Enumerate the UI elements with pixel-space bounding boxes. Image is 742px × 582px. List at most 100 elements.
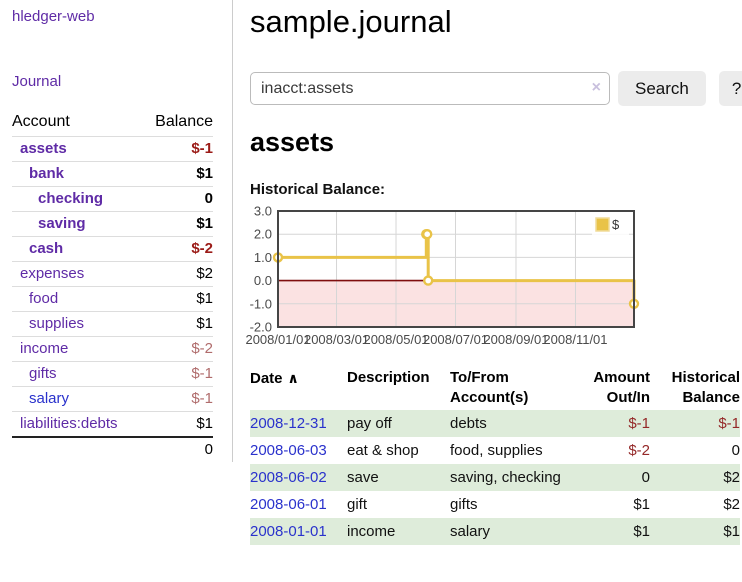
- y-tick-label: -2.0: [250, 320, 272, 335]
- transaction-date-link[interactable]: 2008-06-02: [250, 469, 327, 486]
- register-description-cell: save: [347, 464, 450, 491]
- total-balance: 0: [141, 436, 213, 462]
- account-name-cell: assets: [12, 136, 142, 162]
- register-accounts-cell: salary: [450, 518, 570, 545]
- account-balance: $-2: [141, 336, 213, 362]
- sidebar-item-journal[interactable]: Journal: [12, 73, 62, 90]
- clear-search-icon[interactable]: ×: [591, 79, 601, 96]
- sidebar: hledger-web Journal Account Balance asse…: [0, 0, 233, 462]
- transaction-date-link[interactable]: 2008-06-03: [250, 442, 327, 459]
- x-tick-label: 2008/05/01: [363, 332, 428, 347]
- register-balance: $-1: [650, 410, 740, 437]
- account-balance: $1: [141, 161, 213, 187]
- x-tick-label: 2008/01/01: [245, 332, 310, 347]
- register-accounts-cell: debts: [450, 410, 570, 437]
- account-balance: $-1: [141, 361, 213, 387]
- account-name-cell: saving: [12, 211, 142, 237]
- data-point-marker: [422, 229, 433, 240]
- register-balance: $2: [650, 464, 740, 491]
- legend-label: $: [612, 217, 620, 232]
- account-name-cell: bank: [12, 161, 142, 187]
- chart-svg: $3.0 2.0 1.0 0.0 -1.0 -2.02008/01/012008/03/0…: [245, 204, 640, 347]
- register-date-cell: 2008-06-03: [250, 437, 347, 464]
- account-balance: $-2: [141, 236, 213, 262]
- account-name-cell: salary: [12, 386, 142, 412]
- register-accounts-cell: food, supplies: [450, 442, 543, 459]
- brand-link[interactable]: hledger-web: [12, 8, 95, 25]
- account-tree-row: bank $1: [12, 161, 213, 187]
- historical-balance-chart: $3.0 2.0 1.0 0.0 -1.0 -2.0 2008/01/01 2008/03/0…: [245, 204, 742, 349]
- account-link[interactable]: food: [29, 290, 59, 307]
- register-description-cell: eat & shop: [347, 442, 419, 459]
- account-title: assets: [250, 127, 335, 157]
- account-balance: $-1: [141, 136, 213, 162]
- account-tree-row: gifts $-1: [12, 361, 213, 387]
- account-name-cell: gifts: [12, 361, 142, 387]
- main-content: sample.journal × Search ? assets Histori…: [233, 0, 742, 545]
- y-tick-label: 0.0: [254, 273, 272, 288]
- register-amount: $-1: [570, 410, 650, 437]
- account-link[interactable]: saving: [38, 215, 86, 232]
- y-tick-label: 3.0: [254, 204, 272, 219]
- account-link[interactable]: liabilities:debts: [20, 415, 118, 432]
- y-tick-label: 2.0: [254, 227, 272, 242]
- data-point-marker: [423, 275, 434, 286]
- account-link[interactable]: gifts: [29, 365, 57, 382]
- account-tree-row: salary $-1: [12, 386, 213, 412]
- account-link[interactable]: bank: [29, 165, 65, 182]
- account-name-cell: expenses: [12, 261, 142, 287]
- register-description-cell: income: [347, 518, 450, 545]
- register-amount: $1: [570, 518, 650, 545]
- chart-label: Historical Balance:: [250, 181, 386, 198]
- search-input[interactable]: [250, 72, 610, 105]
- account-balance: $1: [141, 411, 213, 437]
- transaction-date-link[interactable]: 2008-06-01: [250, 496, 327, 513]
- account-tree-row: cash $-2: [12, 236, 213, 262]
- register-balance: $1: [650, 518, 740, 545]
- register-description-cell: pay off: [347, 410, 450, 437]
- total-spacer: [12, 436, 142, 462]
- search-button[interactable]: Search: [618, 71, 706, 106]
- account-link[interactable]: supplies: [29, 315, 85, 332]
- register-description-cell: gift: [347, 496, 368, 513]
- description-column-header: Description: [347, 369, 430, 386]
- account-tree-table: Account Balance assets $-1 bank $1 checking 0…: [12, 110, 213, 462]
- account-link[interactable]: assets: [20, 140, 67, 157]
- account-balance: $2: [141, 261, 213, 287]
- account-tree-row: saving $1: [12, 211, 213, 237]
- transaction-date-link[interactable]: 2008-01-01: [250, 523, 327, 540]
- account-name-cell: liabilities:debts: [12, 411, 142, 437]
- account-tree-row: supplies $1: [12, 311, 213, 337]
- transaction-date-link[interactable]: 2008-12-31: [250, 415, 327, 432]
- account-balance: 0: [141, 186, 213, 212]
- x-tick-label: 2008/03/01: [304, 332, 369, 347]
- account-tree-total-row: 0: [12, 436, 213, 462]
- register-date-cell: 2008-06-01: [250, 491, 347, 518]
- accounts-column-header: To/From Account(s): [450, 369, 529, 406]
- help-button[interactable]: ?: [718, 71, 742, 106]
- register-row: 2008-06-02 save saving, checking 0 $2: [250, 464, 740, 491]
- x-tick-label: 2008/07/01: [423, 332, 488, 347]
- register-header-row: Date ∧ Description To/From Account(s) Amo…: [250, 366, 740, 410]
- register-balance: $2: [723, 496, 740, 513]
- sort-ascending-icon: ∧: [287, 370, 299, 386]
- x-tick-label: 2008/09/01: [483, 332, 548, 347]
- account-link[interactable]: expenses: [20, 265, 85, 282]
- account-link[interactable]: checking: [38, 190, 104, 207]
- date-column-header[interactable]: Date ∧: [250, 370, 299, 387]
- x-tick-label: 2008/11/01: [543, 332, 607, 347]
- account-link[interactable]: salary: [29, 390, 70, 407]
- legend-swatch: [595, 217, 610, 232]
- register-accounts-cell: gifts: [450, 496, 478, 513]
- register-balance: 0: [731, 442, 740, 459]
- account-link[interactable]: income: [20, 340, 69, 357]
- account-tree-row: checking 0: [12, 186, 213, 212]
- register-table: Date ∧ Description To/From Account(s) Amo…: [250, 366, 740, 545]
- register-date-cell: 2008-06-02: [250, 464, 347, 491]
- account-name-cell: income: [12, 336, 142, 362]
- register-date-cell: 2008-12-31: [250, 410, 347, 437]
- plot-border: [277, 210, 635, 328]
- account-link[interactable]: cash: [29, 240, 64, 257]
- register-accounts-cell: saving, checking: [450, 464, 570, 491]
- balance-column-header: Balance: [155, 113, 213, 130]
